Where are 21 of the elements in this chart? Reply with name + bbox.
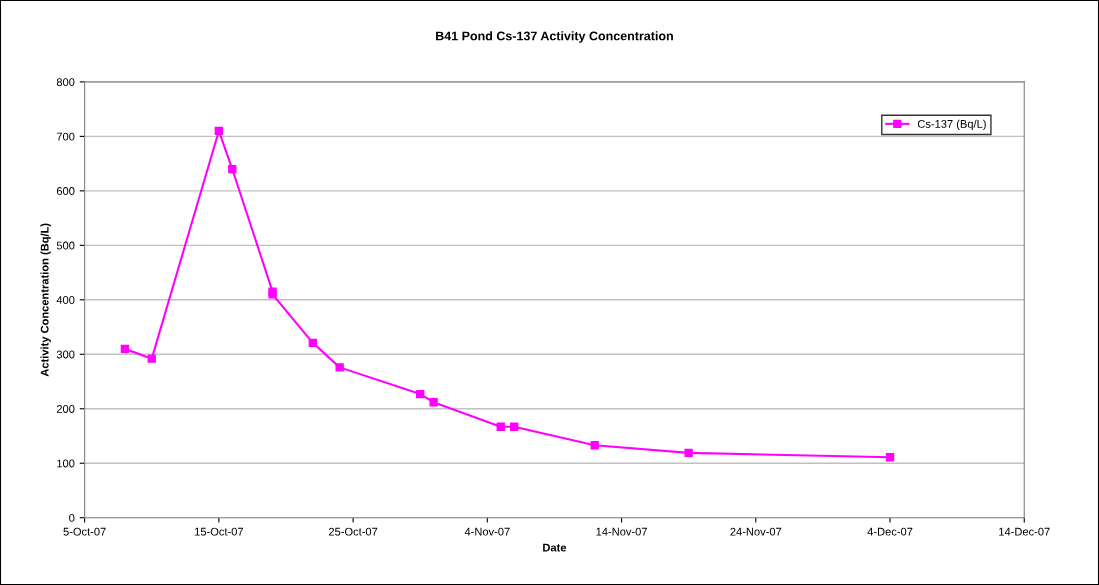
x-tick-label: 24-Nov-07 [730,527,782,536]
y-tick-label: 100 [57,459,75,468]
y-tick-label: 0 [69,513,75,522]
y-axis-title: Activity Concentration (Bq/L) [40,223,51,377]
x-tick-label: 25-Oct-07 [328,527,378,536]
x-tick-label: 15-Oct-07 [195,527,243,536]
y-tick-label: 800 [56,78,75,87]
y-tick-label: 500 [56,241,75,250]
y-tick-label: 700 [56,132,75,141]
chart-title: B41 Pond Cs-137 Activity Concentration [436,31,673,43]
y-tick-label: 300 [56,350,75,359]
x-tick-label: 14-Dec-07 [999,527,1050,536]
legend-label: Cs-137 (Bq/L) [917,119,986,131]
x-tick-label: 5-Oct-07 [63,527,106,536]
y-tick-label: 200 [56,405,75,413]
x-tick-label: 4-Nov-07 [464,527,510,536]
x-tick-label: 4-Dec-07 [867,527,913,536]
y-tick-label: 400 [56,296,75,304]
x-axis-title: Date [543,543,567,552]
y-tick-label: 600 [56,187,75,195]
x-tick-label: 14-Nov-07 [596,527,647,536]
